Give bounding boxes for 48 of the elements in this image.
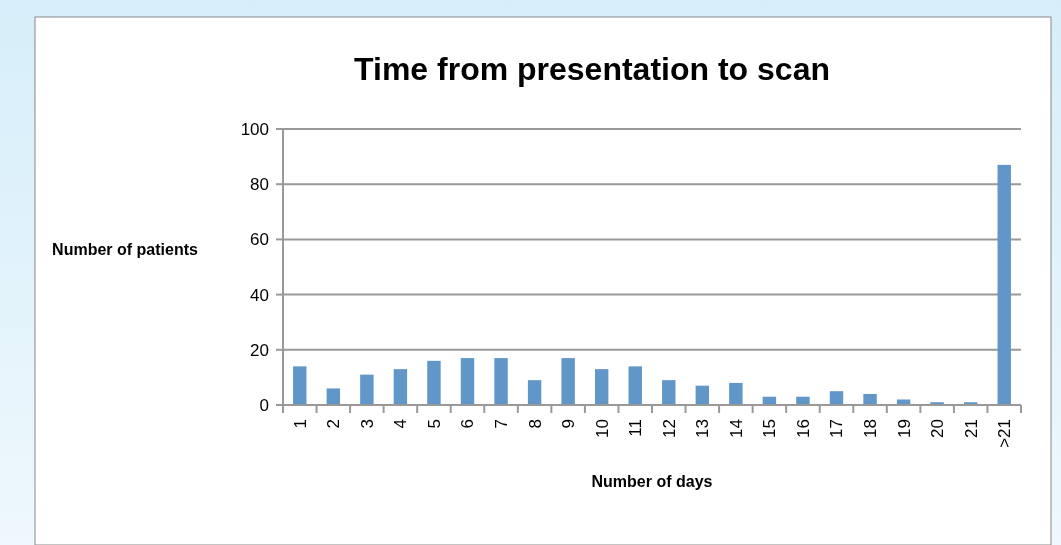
x-tick-label: 14 — [726, 419, 746, 438]
bar — [729, 382, 743, 405]
bar — [393, 369, 408, 405]
x-tick-label: 3 — [357, 419, 377, 429]
bar — [527, 380, 542, 405]
bar — [863, 393, 877, 405]
x-tick-label: 9 — [559, 419, 579, 429]
x-tick-label: 18 — [861, 419, 880, 438]
chart-title: Time from presentation to scan — [354, 51, 830, 87]
bar — [695, 385, 710, 405]
y-tick-label: 80 — [250, 175, 269, 195]
bar — [561, 358, 575, 405]
x-tick-label: 21 — [961, 419, 981, 438]
y-tick-label: 40 — [250, 285, 269, 305]
bar — [997, 164, 1011, 405]
bar — [460, 358, 475, 405]
x-axis-title: Number of days — [591, 473, 713, 490]
x-tick-label: 6 — [458, 419, 478, 429]
bar — [293, 366, 307, 405]
bar — [628, 366, 642, 405]
y-tick-label: 100 — [240, 119, 269, 139]
bar — [662, 380, 676, 405]
x-tick-label: 11 — [626, 419, 646, 437]
y-tick-label: 20 — [250, 340, 269, 360]
x-tick-label: 12 — [659, 419, 679, 438]
y-tick-label: 0 — [259, 395, 269, 415]
y-tick-label: 60 — [250, 230, 269, 250]
x-tick-label: 17 — [827, 419, 847, 438]
x-tick-label: 19 — [894, 419, 914, 438]
x-tick-label: 16 — [793, 419, 813, 438]
x-tick-label: 4 — [391, 419, 411, 429]
y-axis-title: Number of patients — [52, 241, 198, 258]
bar — [594, 369, 609, 405]
x-tick-label: 13 — [693, 419, 713, 438]
x-tick-label: 1 — [290, 419, 310, 429]
bar — [829, 391, 844, 405]
bar — [360, 374, 374, 405]
bar — [494, 358, 508, 405]
x-tick-label: 7 — [492, 419, 511, 429]
x-tick-label: >21 — [995, 419, 1015, 448]
x-tick-label: 20 — [928, 419, 948, 438]
bar — [326, 388, 341, 405]
x-tick-label: 15 — [760, 419, 780, 438]
x-tick-label: 8 — [525, 419, 545, 429]
bar — [427, 360, 441, 405]
x-tick-label: 10 — [592, 419, 612, 438]
x-tick-label: 5 — [424, 419, 444, 429]
x-tick-label: 2 — [324, 419, 344, 429]
